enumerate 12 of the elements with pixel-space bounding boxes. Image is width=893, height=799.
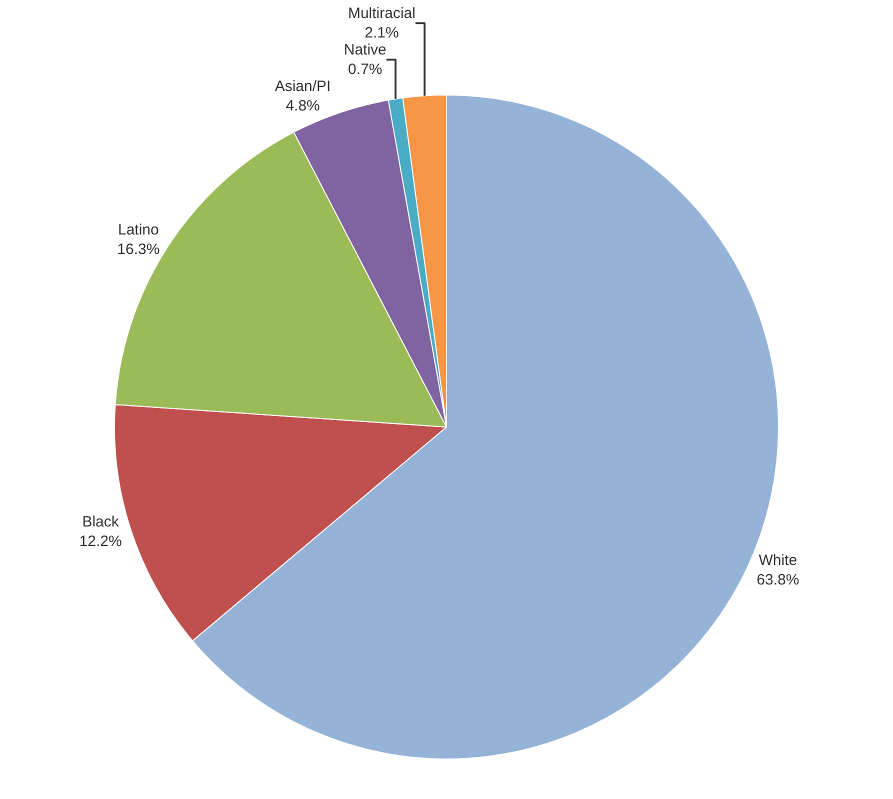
data-label: 4.8% [286, 97, 320, 114]
slice-label: Latino [118, 221, 159, 238]
data-label: 63.8% [756, 572, 800, 589]
data-label: 2.1% [364, 24, 399, 42]
slice-label: Multiracial [348, 4, 416, 22]
slice-label: White [758, 552, 798, 570]
data-label: 16.3% [117, 240, 160, 258]
data-label: 0.7% [348, 60, 382, 78]
slice-label: Black [82, 514, 120, 531]
slice-label: Native [344, 41, 386, 58]
data-label: 12.2% [79, 533, 122, 550]
slice-label: Asian/PI [274, 78, 331, 95]
